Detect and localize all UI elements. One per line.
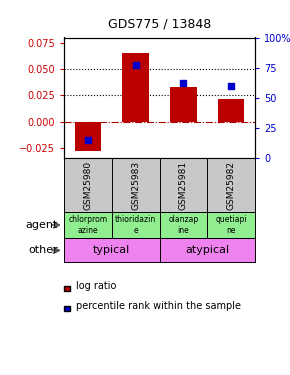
Point: [133, 62, 138, 68]
Text: GDS775 / 13848: GDS775 / 13848: [108, 18, 211, 31]
Text: GSM25981: GSM25981: [179, 160, 188, 210]
Bar: [112, 212, 160, 238]
Bar: [64, 212, 112, 238]
Text: typical: typical: [93, 245, 130, 255]
Point: [229, 83, 233, 89]
Bar: [122, 53, 149, 122]
Text: GSM25983: GSM25983: [131, 160, 140, 210]
Bar: [207, 212, 255, 238]
Point: [181, 81, 186, 87]
Bar: [64, 238, 160, 262]
Bar: [218, 99, 244, 122]
Point: [85, 137, 90, 143]
Text: other: other: [28, 245, 58, 255]
Text: log ratio: log ratio: [76, 281, 116, 291]
Text: percentile rank within the sample: percentile rank within the sample: [76, 302, 241, 311]
Text: atypical: atypical: [185, 245, 229, 255]
Text: quetiapi
ne: quetiapi ne: [215, 215, 247, 235]
Bar: [75, 122, 101, 151]
Text: chlorprom
azine: chlorprom azine: [68, 215, 107, 235]
Bar: [170, 87, 197, 122]
Text: thioridazin
e: thioridazin e: [115, 215, 156, 235]
Text: GSM25982: GSM25982: [227, 160, 236, 210]
Bar: [160, 238, 255, 262]
Text: agent: agent: [26, 220, 58, 230]
Text: olanzap
ine: olanzap ine: [168, 215, 199, 235]
Text: GSM25980: GSM25980: [83, 160, 92, 210]
Bar: [160, 212, 207, 238]
